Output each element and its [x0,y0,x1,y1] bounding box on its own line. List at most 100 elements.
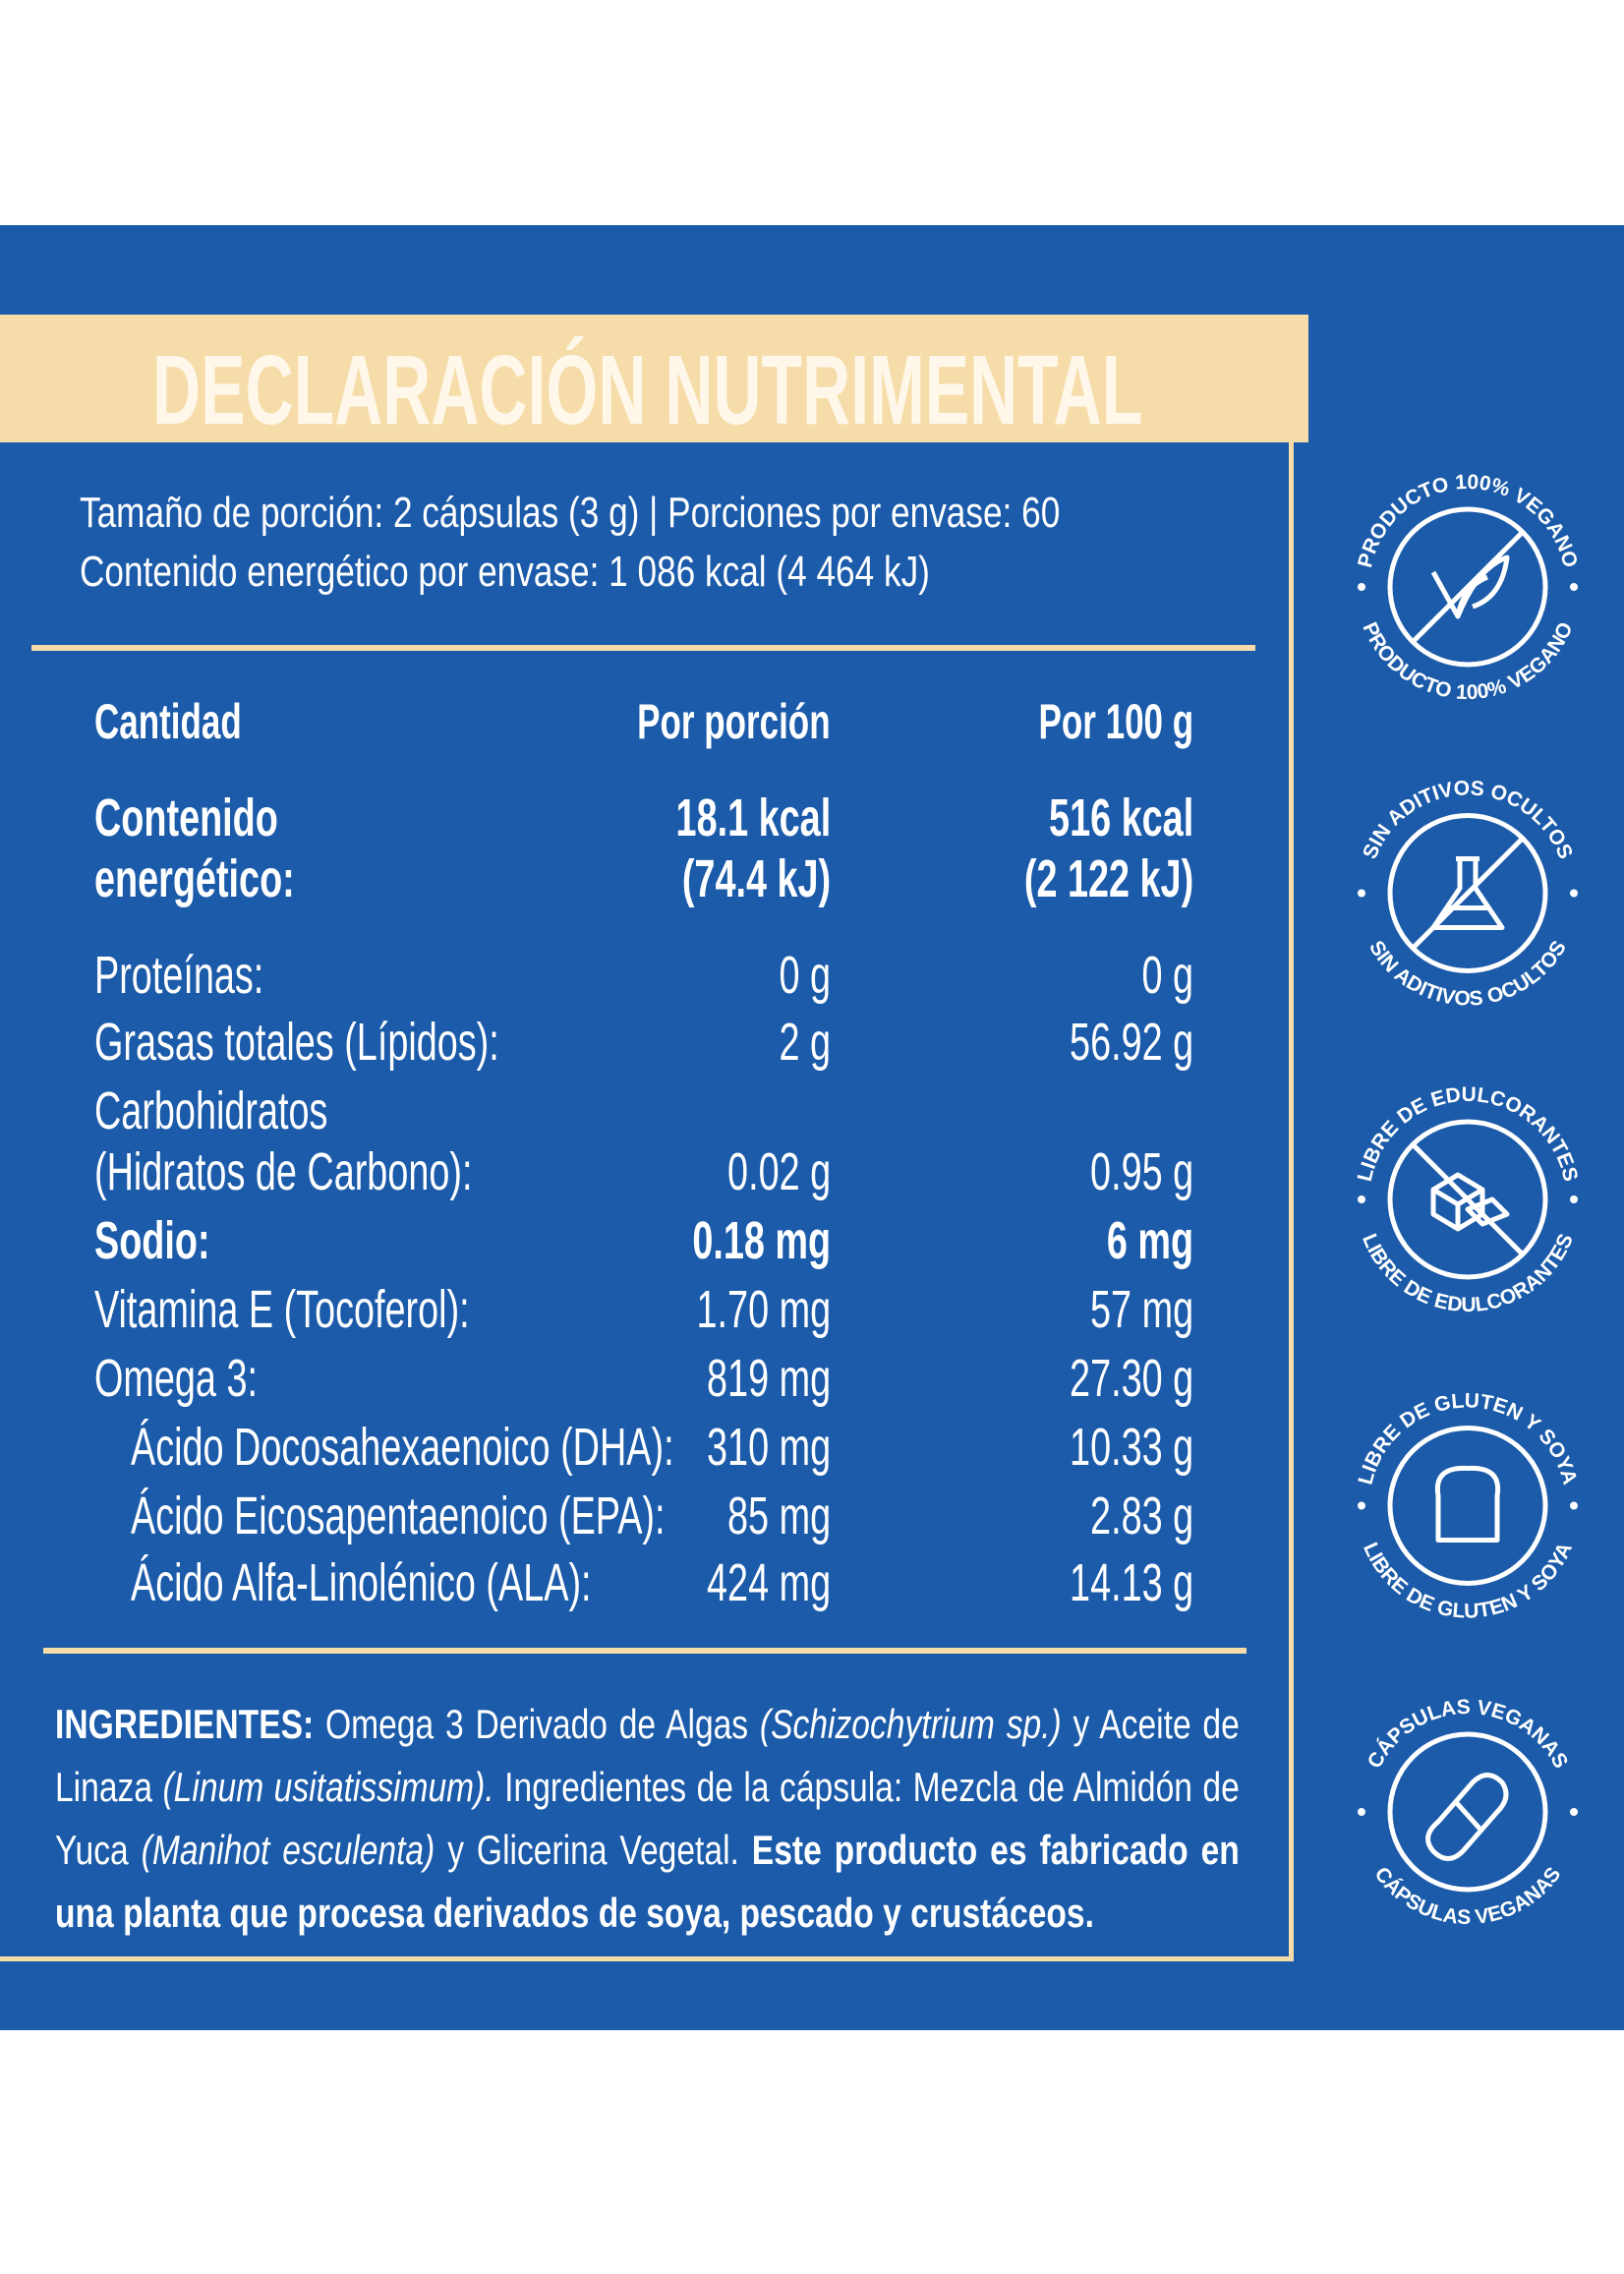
row-value-text: 27.30 g [1069,1349,1193,1408]
column-header-text: Cantidad [94,694,242,749]
row-value: 57 mg [1046,1278,1193,1341]
row-name: Ácido Alfa-Linolénico (ALA): [131,1551,788,1614]
row-name: (Hidratos de Carbono): [94,1140,634,1203]
row-name-text: Ácido Alfa-Linolénico (ALA): [131,1553,592,1612]
badge-dot [1358,583,1365,591]
ingredients-warning: Este producto es fabricado en una planta… [55,1827,1240,1936]
row-name-text: energético: [94,849,295,908]
row-value-text: 819 mg [706,1349,831,1408]
badge-dot [1570,1195,1578,1203]
title: DECLARACIÓN NUTRIMENTAL [152,335,1143,445]
badge-text: PRODUCTO 100% VEGANO [1358,619,1577,705]
row-name-text: Ácido Docosahexaenoico (DHA): [131,1418,674,1477]
row-value: 56.92 g [1016,1011,1193,1074]
row-value-text: (2 122 kJ) [1023,849,1193,908]
row-value-text: 0 g [779,946,831,1005]
row-value: 0.95 g [1046,1140,1193,1203]
row-name: Proteínas: [94,944,336,1007]
row-value-text: 0.18 mg [692,1211,831,1270]
row-value-text: 310 mg [706,1418,831,1477]
row-name-text: (Hidratos de Carbono): [94,1142,473,1201]
row-value-text: 0 g [1141,946,1193,1005]
row-value-text: 2.83 g [1089,1487,1193,1545]
ingredients-label: INGREDIENTES: [55,1701,315,1747]
badge-dot [1358,1501,1365,1510]
serving-text: Tamaño de porción: 2 cápsulas (3 g) | Po… [80,489,1061,537]
row-value-text: 0.95 g [1089,1142,1193,1201]
row-value-text: 6 mg [1106,1211,1193,1270]
ingredients-text: Ingredientes de la cápsula: Mezcla de Al… [55,1764,1240,1873]
row-value: 2 g [757,1011,831,1074]
row-name-text: Grasas totales (Lípidos): [94,1013,499,1072]
badge-icon [1430,1172,1510,1232]
badge-strike [1412,837,1524,950]
badge-text-line: LIBRE DE EDULCORANTES [1358,1231,1578,1316]
row-value: 85 mg [683,1485,831,1547]
column-header: Cantidad [94,690,305,753]
ingredients-text: y Aceite de Linaza [55,1701,1240,1810]
badge-strike [1412,531,1524,643]
row-name: energético: [94,847,380,910]
blue-background [0,225,1624,2030]
row-value: 424 mg [654,1551,831,1614]
row-name-text: Proteínas: [94,946,264,1005]
row-value: 516 kcal [987,787,1193,849]
badge-ring [1387,1731,1548,1893]
badge-text: LIBRE DE GLUTEN Y SOYA [1354,1389,1581,1487]
badge-dot [1570,1808,1578,1816]
row-name-text: Contenido [94,788,278,847]
badge-text-line: PRODUCTO 100% VEGANO [1358,619,1577,705]
row-value: 0.18 mg [633,1209,831,1272]
badge-text-line: SIN ADITIVOS OCULTOS [1359,777,1577,862]
row-name: Vitamina E (Tocoferol): [94,1278,630,1341]
badge-text: CÁPSULAS VEGANAS [1370,1863,1566,1929]
row-name-text: Carbohidratos [94,1081,328,1140]
row-value-text: 0.02 g [726,1142,831,1201]
row-value-text: 14.13 g [1069,1553,1193,1612]
row-value-text: 56.92 g [1069,1013,1193,1072]
divider [43,1648,1247,1654]
row-value-text: 85 mg [726,1487,831,1545]
row-value: 2.83 g [1046,1485,1193,1547]
badge-text-line: SIN ADITIVOS OCULTOS [1364,937,1571,1011]
row-name: Grasas totales (Lípidos): [94,1011,672,1074]
badge-text: PRODUCTO 100% VEGANO [1354,471,1582,570]
ingredients-italic: (Schizochytrium sp.) [759,1701,1062,1747]
row-name: Ácido Docosahexaenoico (DHA): [131,1416,906,1479]
row-name: Ácido Eicosapentaenoico (EPA): [131,1485,894,1547]
badge-text-line: LIBRE DE EDULCORANTES [1354,1083,1582,1184]
serving-line: Contenido energético por envase: 1 086 k… [80,543,1142,602]
row-value: 310 mg [654,1416,831,1479]
column-header-text: Por porción [637,694,831,749]
column-header: Por 100 g [972,690,1193,753]
serving-text: Contenido energético por envase: 1 086 k… [80,548,930,596]
row-value: 819 mg [654,1347,831,1410]
ingredients-text: Omega 3 Derivado de Algas [325,1701,749,1747]
row-name-text: Ácido Eicosapentaenoico (EPA): [131,1487,666,1545]
row-name: Omega 3: [94,1347,327,1410]
row-name-text: Omega 3: [94,1349,258,1408]
badge-icon [1430,554,1510,619]
row-value: 1.70 mg [639,1278,831,1341]
badge-text: SIN ADITIVOS OCULTOS [1359,777,1577,862]
badge-text-line: CÁPSULAS VEGANAS [1370,1863,1566,1929]
badge-dot [1358,1808,1365,1816]
row-value-text: 2 g [779,1013,831,1072]
ingredients-italic: (Manihot esculenta) [141,1827,435,1873]
row-value-text: (74.4 kJ) [681,849,831,908]
ingredients: INGREDIENTES: Omega 3 Derivado de Algas … [55,1693,1240,1945]
badge-text: LIBRE DE EDULCORANTES [1354,1083,1582,1184]
badge-text-line: LIBRE DE GLUTEN Y SOYA [1354,1389,1581,1487]
row-value-text: 10.33 g [1069,1418,1193,1477]
row-name-text: Vitamina E (Tocoferol): [94,1280,470,1339]
row-value-text: 57 mg [1089,1280,1193,1339]
divider [31,645,1255,651]
badge-text-line: PRODUCTO 100% VEGANO [1354,471,1582,570]
badge-dot [1358,889,1365,898]
row-name: Sodio: [94,1209,260,1272]
row-value: (2 122 kJ) [952,847,1193,910]
row-value-text: 1.70 mg [696,1280,831,1339]
badge-ring [1387,1119,1548,1280]
ingredients-italic: (Linum usitatissimum). [162,1764,494,1810]
